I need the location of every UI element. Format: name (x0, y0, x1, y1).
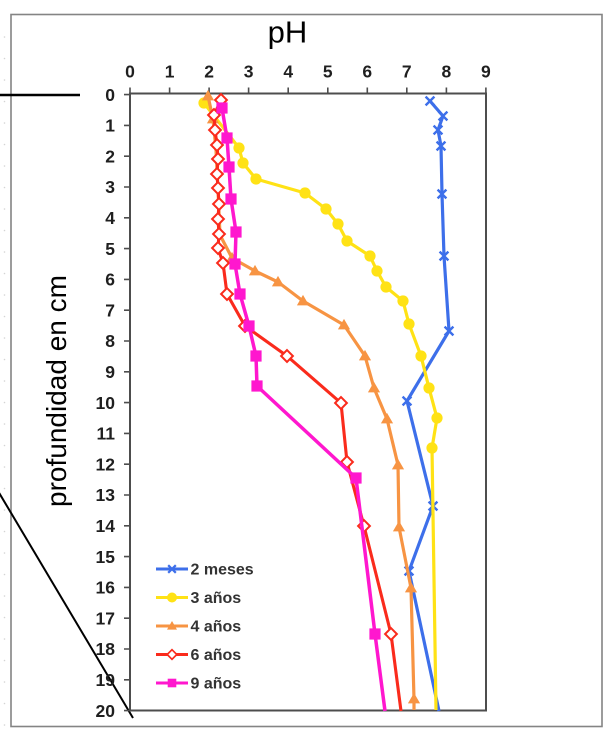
svg-text:3 años: 3 años (191, 590, 242, 607)
svg-text:4: 4 (105, 208, 115, 228)
svg-text:9: 9 (481, 62, 491, 82)
svg-text:19: 19 (96, 670, 116, 690)
svg-text:1: 1 (105, 116, 115, 136)
svg-text:9: 9 (105, 362, 115, 382)
svg-text:9 años: 9 años (191, 676, 242, 693)
svg-text:7: 7 (402, 62, 412, 82)
svg-text:11: 11 (97, 424, 116, 444)
svg-text:5: 5 (323, 62, 333, 82)
svg-text:14: 14 (96, 516, 116, 536)
svg-text:3: 3 (244, 62, 254, 82)
svg-text:2 meses: 2 meses (191, 562, 254, 579)
svg-text:6 años: 6 años (191, 647, 242, 664)
svg-text:6: 6 (105, 270, 115, 290)
svg-text:6: 6 (362, 62, 372, 82)
svg-text:pH: pH (268, 15, 308, 50)
svg-text:8: 8 (442, 62, 452, 82)
svg-text:0: 0 (105, 85, 115, 105)
svg-text:16: 16 (96, 578, 116, 598)
svg-text:18: 18 (96, 639, 116, 659)
svg-text:profundidad en cm: profundidad en cm (41, 275, 72, 507)
svg-text:2: 2 (105, 146, 115, 166)
svg-text:2: 2 (204, 62, 214, 82)
svg-text:12: 12 (96, 454, 116, 474)
svg-text:15: 15 (96, 547, 116, 567)
svg-text:20: 20 (96, 701, 116, 721)
svg-text:13: 13 (96, 485, 116, 505)
svg-text:7: 7 (105, 300, 115, 320)
svg-text:3: 3 (105, 177, 115, 197)
svg-text:1: 1 (165, 62, 175, 82)
svg-text:0: 0 (125, 62, 135, 82)
svg-text:10: 10 (96, 393, 116, 413)
svg-text:8: 8 (105, 331, 115, 351)
svg-text:5: 5 (105, 239, 115, 259)
svg-text:4: 4 (283, 62, 293, 82)
svg-text:4 años: 4 años (191, 619, 242, 636)
svg-text:17: 17 (96, 608, 115, 628)
